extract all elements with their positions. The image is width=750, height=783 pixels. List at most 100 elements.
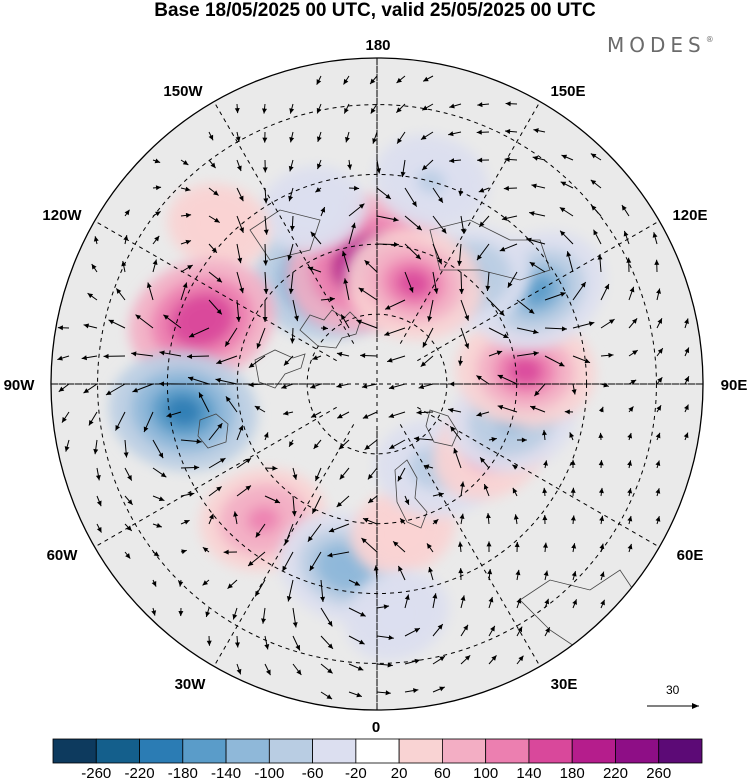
wind-vector xyxy=(376,690,391,696)
wind-vector xyxy=(599,571,605,581)
wind-vector xyxy=(264,663,271,676)
wind-vector xyxy=(426,543,434,553)
wind-vector xyxy=(460,327,470,349)
wind-vector xyxy=(262,159,268,173)
wind-vector xyxy=(388,411,406,419)
wind-vector xyxy=(343,278,350,301)
wind-vector xyxy=(488,625,496,637)
wind-vector xyxy=(105,383,126,396)
longitude-label: 0 xyxy=(372,719,380,736)
wind-vector xyxy=(526,237,546,245)
wind-vector xyxy=(477,102,490,108)
colorbar-tick-label: 20 xyxy=(390,765,408,782)
colorbar-tick-label: 260 xyxy=(646,765,672,782)
wind-vector xyxy=(208,486,222,497)
wind-vector xyxy=(348,203,365,217)
wind-vector xyxy=(593,229,602,245)
wind-vector xyxy=(488,436,497,442)
wind-vector xyxy=(360,353,378,359)
wind-vector xyxy=(432,271,439,294)
wind-vector xyxy=(255,523,266,538)
wind-vector xyxy=(286,579,294,602)
meridian-line xyxy=(417,220,660,362)
colorbar-swatch xyxy=(52,738,97,764)
wind-vector xyxy=(599,543,605,553)
wind-vector xyxy=(479,457,490,469)
wind-vector xyxy=(152,523,162,528)
wind-vector xyxy=(96,495,102,507)
wind-vector xyxy=(432,623,444,637)
wind-vector xyxy=(486,541,492,553)
wind-vector xyxy=(180,465,200,471)
wind-vector xyxy=(292,663,302,676)
wind-vector xyxy=(180,438,202,444)
wind-vector xyxy=(396,131,406,144)
wind-vector xyxy=(348,607,366,617)
wind-vector xyxy=(87,292,98,301)
meridian-line xyxy=(94,220,337,362)
wind-vector xyxy=(202,546,210,553)
wind-vector xyxy=(627,460,633,469)
colorbar-swatch xyxy=(312,738,357,764)
wind-vector xyxy=(124,551,131,559)
wind-vector xyxy=(566,251,574,273)
wind-vector xyxy=(458,187,464,197)
wind-vector xyxy=(224,327,238,347)
wind-vector xyxy=(384,327,406,336)
wind-vector xyxy=(95,467,101,481)
wind-vector xyxy=(236,187,244,202)
wind-vector xyxy=(376,662,393,668)
wind-vector xyxy=(236,243,243,264)
colorbar-tick-label: -220 xyxy=(124,765,155,782)
wind-vector xyxy=(544,627,551,637)
wind-vector xyxy=(284,523,294,545)
wind-vector xyxy=(600,283,610,301)
wind-vector xyxy=(262,103,267,114)
wind-vector xyxy=(532,155,546,161)
wind-vector xyxy=(449,426,462,441)
wind-vector xyxy=(564,409,574,415)
wind-vector xyxy=(263,243,269,266)
wind-vector xyxy=(376,187,392,200)
wind-vector xyxy=(516,437,527,443)
wind-vector xyxy=(432,187,444,204)
wind-vector xyxy=(309,551,322,572)
wind-vector xyxy=(503,185,518,191)
wind-vector xyxy=(152,235,160,245)
map-title: Base 18/05/2025 00 UTC, valid 25/05/2025… xyxy=(154,0,596,21)
colorbar-tick-label: 220 xyxy=(602,765,628,782)
wind-vector xyxy=(487,568,493,581)
wind-vector xyxy=(225,396,238,413)
wind-vector xyxy=(320,579,326,602)
wind-vector xyxy=(307,266,322,273)
wind-vector xyxy=(499,243,518,252)
wind-vector xyxy=(453,447,462,469)
wind-vector xyxy=(208,243,218,254)
colorbar-swatch xyxy=(95,738,140,764)
wind-vector xyxy=(599,515,605,525)
wind-vector xyxy=(180,519,190,525)
wind-vector xyxy=(232,607,238,620)
wind-vector xyxy=(83,323,98,329)
wind-vector xyxy=(289,131,295,143)
wind-vector xyxy=(315,467,322,482)
colorbar-swatch xyxy=(615,738,660,764)
colorbar-tick-label: 100 xyxy=(473,765,499,782)
wind-vector xyxy=(600,352,614,358)
wind-vector xyxy=(655,488,661,497)
wind-vector xyxy=(88,411,98,426)
wind-vector xyxy=(310,231,322,245)
wind-vector xyxy=(571,571,577,581)
wind-vector xyxy=(364,259,378,273)
wind-vector xyxy=(590,153,602,161)
wind-vector xyxy=(348,663,364,671)
wind-vector xyxy=(420,355,434,367)
wind-vector xyxy=(327,551,350,558)
wind-vector xyxy=(384,299,406,310)
wind-vector xyxy=(236,299,241,322)
wind-vector xyxy=(310,383,322,389)
longitude-labels: 180 150E 120E 90E 60E 30E 0 30W 60W 90W 120W 150W xyxy=(4,37,748,736)
wind-vector xyxy=(572,355,591,364)
wind-vector xyxy=(336,495,350,508)
wind-vector xyxy=(234,635,240,648)
